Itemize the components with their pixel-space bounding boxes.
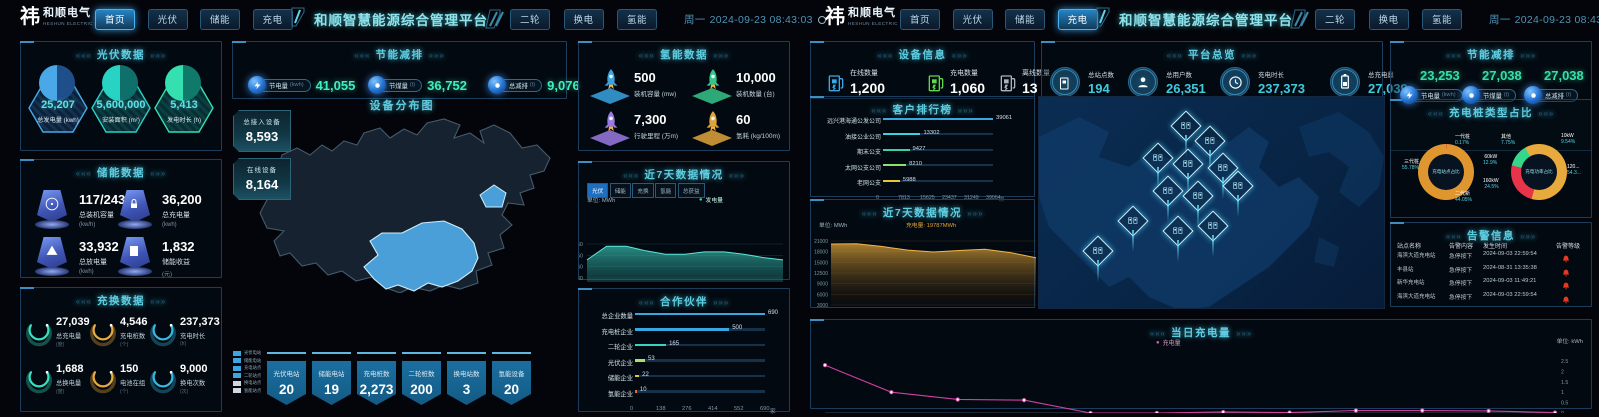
svg-text:0.5: 0.5 [1561, 401, 1568, 407]
svg-text:60: 60 [579, 242, 583, 248]
svg-text:1.5: 1.5 [1561, 380, 1568, 386]
svg-text:30: 30 [579, 276, 583, 282]
svg-text:50: 50 [579, 253, 583, 259]
svg-text:2.5: 2.5 [1561, 359, 1568, 365]
svg-text:2: 2 [1561, 369, 1564, 375]
svg-text:15000: 15000 [814, 260, 828, 266]
svg-text:0: 0 [1561, 411, 1564, 413]
svg-text:18000: 18000 [814, 250, 828, 256]
svg-text:9000: 9000 [817, 282, 828, 288]
svg-text:21000: 21000 [814, 239, 828, 245]
svg-text:40: 40 [579, 265, 583, 271]
svg-text:6000: 6000 [817, 292, 828, 298]
svg-text:12500: 12500 [814, 271, 828, 277]
svg-text:1: 1 [1561, 390, 1564, 396]
